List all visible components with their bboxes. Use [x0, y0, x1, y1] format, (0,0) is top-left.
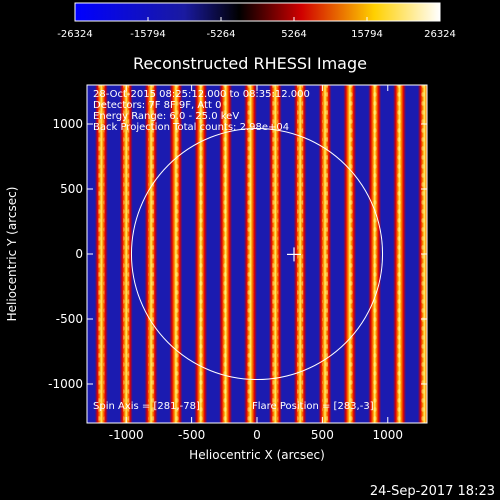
chart-title: Reconstructed RHESSI Image: [133, 54, 367, 73]
y-tick-label: -500: [56, 312, 83, 326]
fringe-texture: [123, 85, 130, 423]
fringe-texture: [222, 85, 229, 423]
fringe-texture: [396, 85, 403, 423]
fringe-texture: [247, 85, 254, 423]
colorbar-tick-label: 26324: [424, 29, 456, 40]
x-tick-label: 500: [311, 428, 334, 442]
colorbar-tick-label: 5264: [281, 29, 306, 40]
y-tick-label: -1000: [48, 377, 83, 391]
x-tick-label: 0: [253, 428, 261, 442]
fringe-texture: [197, 85, 204, 423]
fringe-texture: [148, 85, 155, 423]
y-tick-label: 500: [60, 182, 83, 196]
fringe-texture: [346, 85, 353, 423]
footer-timestamp: 24-Sep-2017 18:23: [370, 484, 495, 499]
colorbar-gradient: [74, 2, 441, 22]
annotation-spin-axis: Spin Axis = [281,-78]: [93, 401, 200, 412]
colorbar: -26324 -15794 -5264 5264 15794 26324: [57, 2, 456, 40]
x-tick-label: 1000: [372, 428, 403, 442]
colorbar-tick-label: 15794: [351, 29, 383, 40]
annotation-energy-range: Energy Range: 6.0 - 25.0 keV: [93, 111, 239, 122]
y-tick-label: 0: [75, 247, 83, 261]
annotation-time-range: 28-Oct-2015 08:25:12.000 to 08:35:12.000: [93, 89, 310, 100]
solar-limb-circle: [130, 127, 384, 381]
fringe-texture: [322, 85, 328, 423]
plot-area: -1000 -500 0 500 1000 -1000 -500 0 500 1000: [48, 84, 428, 442]
fringe-texture: [98, 85, 105, 423]
colorbar-tick-label: -5264: [206, 29, 235, 40]
fringe-texture: [371, 85, 378, 423]
colorbar-tick-label: -15794: [130, 29, 165, 40]
y-axis-label: Heliocentric Y (arcsec): [5, 187, 19, 322]
annotation-method-counts: Back Projection Total counts: 2.98e+04: [93, 122, 289, 133]
fringe-texture: [172, 85, 179, 423]
x-axis-label: Heliocentric X (arcsec): [189, 448, 325, 462]
annotation-flare-position: Flare Position = [283,-3]: [252, 401, 374, 412]
annotation-detectors: Detectors: 7F 8F 9F, Att 0: [93, 100, 221, 111]
fringe-texture: [272, 85, 279, 423]
x-tick-label: -1000: [109, 428, 144, 442]
y-tick-label: 1000: [52, 117, 83, 131]
colorbar-tick-label: -26324: [57, 29, 92, 40]
x-tick-label: -500: [178, 428, 205, 442]
